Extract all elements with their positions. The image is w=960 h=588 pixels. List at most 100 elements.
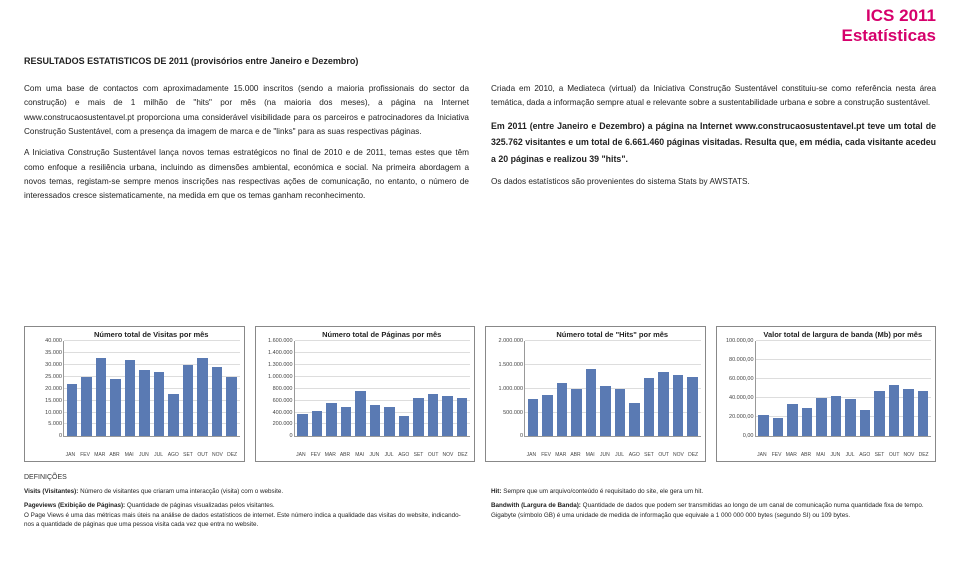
y-tick-label: 20.000,00 xyxy=(729,414,755,420)
chart-plot: 0,0020.000,0040.000,0060.000,0080.000,00… xyxy=(755,341,932,437)
bar xyxy=(889,385,900,436)
x-tick-label: AGO xyxy=(857,452,872,458)
bar xyxy=(154,372,165,436)
bar xyxy=(918,391,929,437)
x-tick-label: JUL xyxy=(843,452,858,458)
bar xyxy=(687,377,698,436)
y-tick-label: 1.000.000 xyxy=(499,386,525,392)
bars-group xyxy=(295,341,471,436)
x-tick-label: JAN xyxy=(755,452,770,458)
y-tick-label: 40.000 xyxy=(45,338,64,344)
x-labels: JANFEVMARABRMAIJUNJULAGOSETOUTNOVDEZ xyxy=(294,452,471,458)
right-p3: Os dados estatísticos são provenientes d… xyxy=(491,175,936,189)
defs-title: DEFINIÇÕES xyxy=(24,474,936,481)
bar xyxy=(168,394,179,437)
x-tick-label: DEZ xyxy=(916,452,931,458)
x-tick-label: ABR xyxy=(338,452,353,458)
bar xyxy=(370,405,381,436)
y-tick-label: 0,00 xyxy=(743,433,756,439)
bars-group xyxy=(756,341,932,436)
bar xyxy=(355,391,366,436)
right-p2: Em 2011 (entre Janeiro e Dezembro) a pág… xyxy=(491,118,936,168)
x-labels: JANFEVMARABRMAIJUNJULAGOSETOUTNOVDEZ xyxy=(63,452,240,458)
bar xyxy=(831,396,842,436)
bar xyxy=(658,372,669,437)
x-tick-label: SET xyxy=(642,452,657,458)
chart-0: Número total de Visitas por mês05.00010.… xyxy=(24,326,245,462)
x-tick-label: ABR xyxy=(799,452,814,458)
bar xyxy=(442,396,453,436)
x-tick-label: JUN xyxy=(137,452,152,458)
page-header: ICS 2011 Estatísticas xyxy=(842,6,937,45)
x-tick-label: DEZ xyxy=(225,452,240,458)
bar xyxy=(341,407,352,437)
bar xyxy=(629,403,640,436)
bar xyxy=(413,398,424,436)
y-tick-label: 1.400.000 xyxy=(268,350,294,356)
bar xyxy=(586,369,597,436)
defs-left: Visits (Visitantes): Número de visitante… xyxy=(24,487,469,535)
x-tick-label: AGO xyxy=(627,452,642,458)
def-hit: Hit: Sempre que um arquivo/conteúdo é re… xyxy=(491,487,936,496)
bar xyxy=(874,391,885,437)
text-columns: Com uma base de contactos com aproximada… xyxy=(24,82,936,211)
def-visits: Visits (Visitantes): Número de visitante… xyxy=(24,487,469,496)
chart-plot: 0500.0001.000.0001.500.0002.000.000 xyxy=(524,341,701,437)
x-tick-label: MAR xyxy=(784,452,799,458)
x-tick-label: DEZ xyxy=(455,452,470,458)
x-tick-label: ABR xyxy=(107,452,122,458)
bar xyxy=(326,403,337,436)
x-tick-label: ABR xyxy=(568,452,583,458)
x-tick-label: JUN xyxy=(367,452,382,458)
defs-right: Hit: Sempre que um arquivo/conteúdo é re… xyxy=(491,487,936,535)
bar xyxy=(773,418,784,436)
chart-title: Número total de Páginas por mês xyxy=(294,331,471,339)
right-p1: Criada em 2010, a Mediateca (virtual) da… xyxy=(491,82,936,111)
bar xyxy=(226,377,237,436)
y-tick-label: 30.000 xyxy=(45,362,64,368)
def-pageviews: Pageviews (Exibição de Páginas): Quantid… xyxy=(24,501,469,529)
x-tick-label: JUL xyxy=(612,452,627,458)
bar xyxy=(787,404,798,436)
charts-row: Número total de Visitas por mês05.00010.… xyxy=(24,326,936,462)
y-tick-label: 400.000 xyxy=(273,410,295,416)
x-tick-label: MAI xyxy=(583,452,598,458)
chart-title: Número total de Visitas por mês xyxy=(63,331,240,339)
y-tick-label: 10.000 xyxy=(45,410,64,416)
y-tick-label: 200.000 xyxy=(273,421,295,427)
bar xyxy=(802,408,813,437)
x-tick-label: NOV xyxy=(210,452,225,458)
x-tick-label: MAI xyxy=(352,452,367,458)
x-tick-label: OUT xyxy=(195,452,210,458)
chart-title: Valor total de largura de banda (Mb) por… xyxy=(755,331,932,339)
x-tick-label: MAR xyxy=(553,452,568,458)
bar xyxy=(600,386,611,436)
x-tick-label: MAI xyxy=(122,452,137,458)
left-column: Com uma base de contactos com aproximada… xyxy=(24,82,469,211)
x-tick-label: JUN xyxy=(598,452,613,458)
page-subtitle: RESULTADOS ESTATISTICOS DE 2011 (provisó… xyxy=(24,56,358,66)
bar xyxy=(212,367,223,436)
definitions: DEFINIÇÕES Visits (Visitantes): Número d… xyxy=(24,474,936,535)
bar xyxy=(428,394,439,437)
x-tick-label: JUL xyxy=(151,452,166,458)
x-tick-label: FEV xyxy=(308,452,323,458)
bar xyxy=(615,389,626,437)
y-tick-label: 60.000,00 xyxy=(729,376,755,382)
header-line1: ICS 2011 xyxy=(842,6,937,26)
y-tick-label: 100.000,00 xyxy=(726,338,756,344)
bar xyxy=(903,389,914,437)
x-tick-label: MAR xyxy=(92,452,107,458)
bar xyxy=(197,358,208,436)
bars-group xyxy=(64,341,240,436)
y-tick-label: 500.000 xyxy=(503,410,525,416)
y-tick-label: 35.000 xyxy=(45,350,64,356)
y-tick-label: 1.600.000 xyxy=(268,338,294,344)
x-tick-label: JAN xyxy=(524,452,539,458)
left-p1: Com uma base de contactos com aproximada… xyxy=(24,82,469,139)
x-tick-label: OUT xyxy=(656,452,671,458)
def-bandwidth: Bandwith (Largura de Banda): Quantidade … xyxy=(491,501,936,520)
y-tick-label: 1.500.000 xyxy=(499,362,525,368)
bar xyxy=(528,399,539,436)
y-tick-label: 25.000 xyxy=(45,374,64,380)
